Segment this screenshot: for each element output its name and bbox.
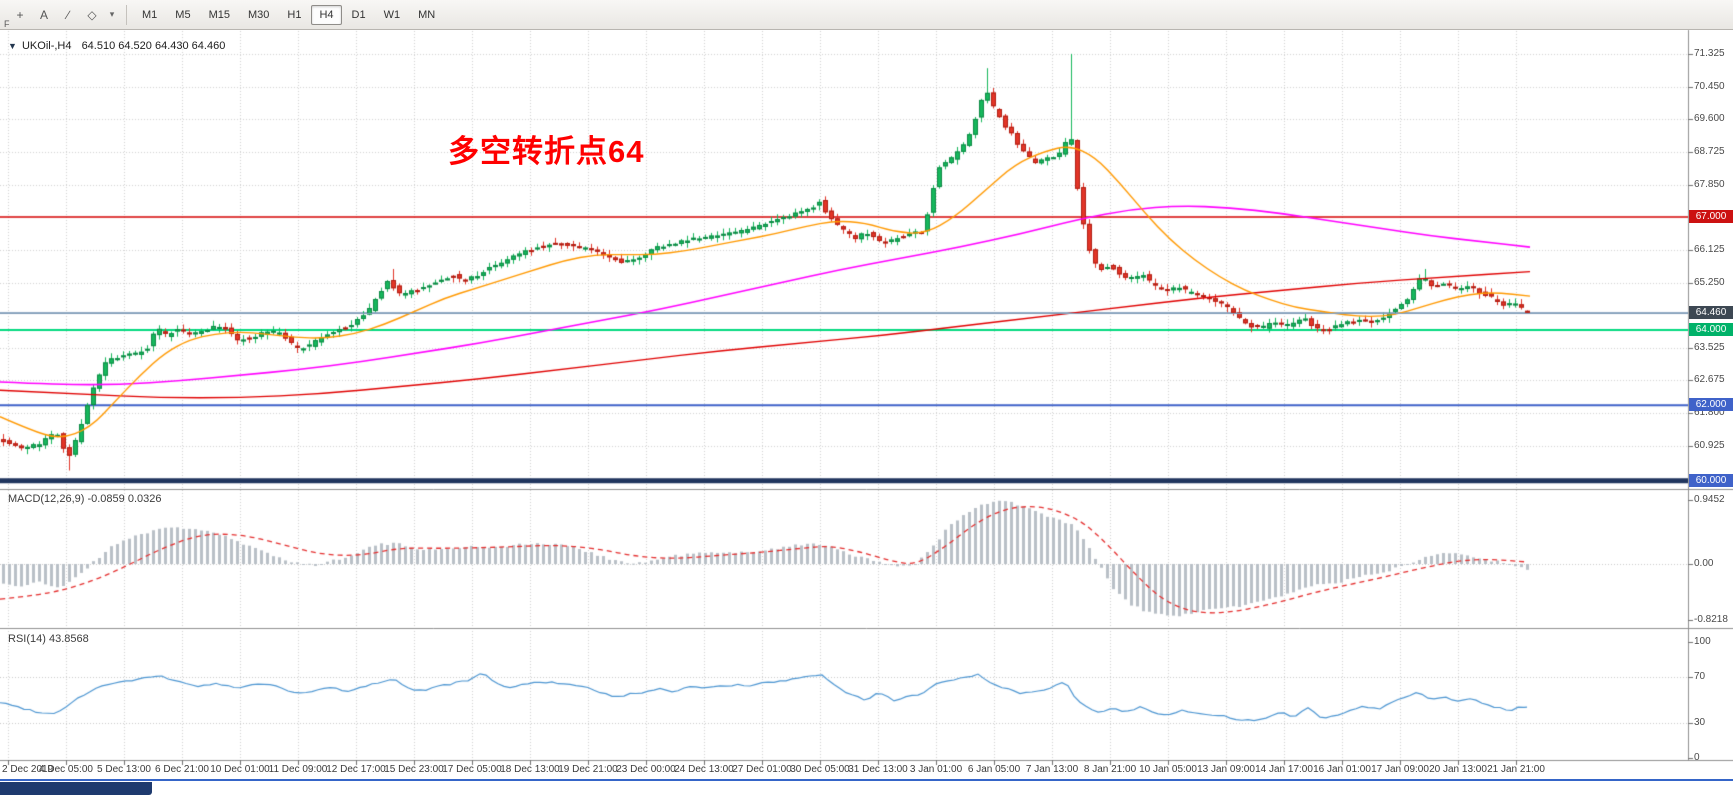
main-toolbar: + A ∕ ◇ ▾ M1 M5 M15 M30 H1 H4 D1 W1 MN — [0, 0, 1733, 30]
partial-toolbar-letter: F — [4, 19, 10, 29]
trendline-tool-icon[interactable]: ∕ — [66, 7, 69, 22]
crosshair-tool-icon[interactable]: + — [16, 7, 24, 22]
bottom-panel-border — [0, 779, 1733, 781]
text-tool-icon[interactable]: A — [39, 7, 48, 22]
timeframe-button-w1[interactable]: W1 — [383, 8, 401, 21]
timeframe-button-m15[interactable]: M15 — [208, 8, 230, 21]
bottom-tab[interactable] — [0, 782, 152, 795]
drawing-tools-group: + A ∕ ◇ ▾ — [8, 4, 120, 26]
timeframe-button-h4[interactable]: H4 — [311, 4, 342, 25]
timeframe-button-m5[interactable]: M5 — [175, 8, 191, 21]
timeframe-button-d1[interactable]: D1 — [351, 8, 366, 21]
timeframe-button-mn[interactable]: MN — [418, 8, 436, 21]
timeframe-button-m30[interactable]: M30 — [247, 8, 270, 21]
toolbar-separator — [126, 4, 127, 25]
timeframe-button-m1[interactable]: M1 — [142, 8, 158, 21]
timeframe-button-group: M1 M5 M15 M30 H1 H4 D1 W1 MN — [133, 4, 444, 25]
shapes-tool-icon[interactable]: ◇ — [87, 7, 97, 22]
timeframe-button-h1[interactable]: H1 — [287, 8, 302, 21]
dropdown-caret-icon[interactable]: ▾ — [109, 9, 115, 19]
symbol-collapse-icon[interactable]: ▼ — [8, 41, 17, 51]
